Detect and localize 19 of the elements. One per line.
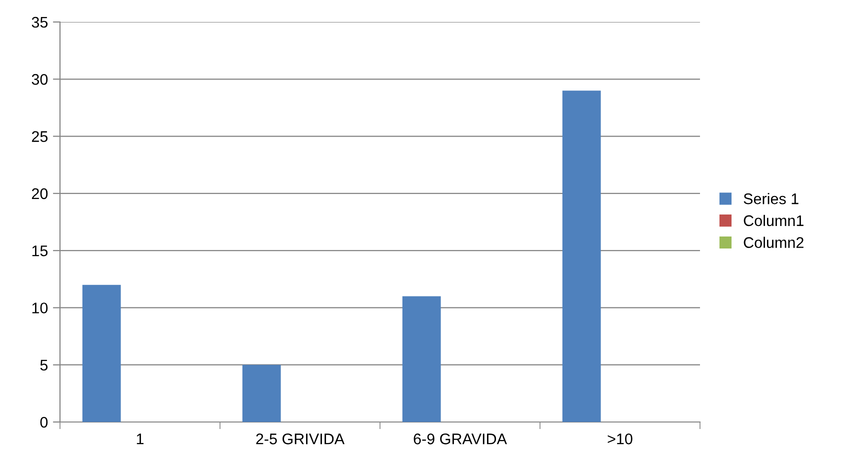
x-tick-label: 6-9 GRAVIDA	[414, 434, 507, 444]
x-tick-label: 1	[136, 434, 144, 444]
x-tick-label: 2-5 GRIVIDA	[256, 434, 345, 444]
bar	[562, 90, 601, 422]
y-tick-label: 5	[40, 360, 48, 371]
y-tick-label: 25	[32, 131, 48, 142]
legend-label: Column1	[744, 214, 804, 226]
y-tick-label: 20	[32, 188, 48, 200]
bar	[242, 364, 281, 422]
y-tick-label: 15	[32, 246, 48, 256]
x-tick-label: >10	[608, 434, 632, 444]
y-tick-label: 0	[40, 416, 48, 428]
y-tick-label: 10	[32, 302, 48, 314]
bar	[82, 284, 121, 422]
y-tick-label: 30	[32, 74, 48, 85]
y-tick-label: 35	[32, 16, 48, 28]
bar	[402, 296, 441, 422]
legend-label: Series 1	[744, 193, 798, 204]
legend-label: Column2	[744, 236, 804, 248]
